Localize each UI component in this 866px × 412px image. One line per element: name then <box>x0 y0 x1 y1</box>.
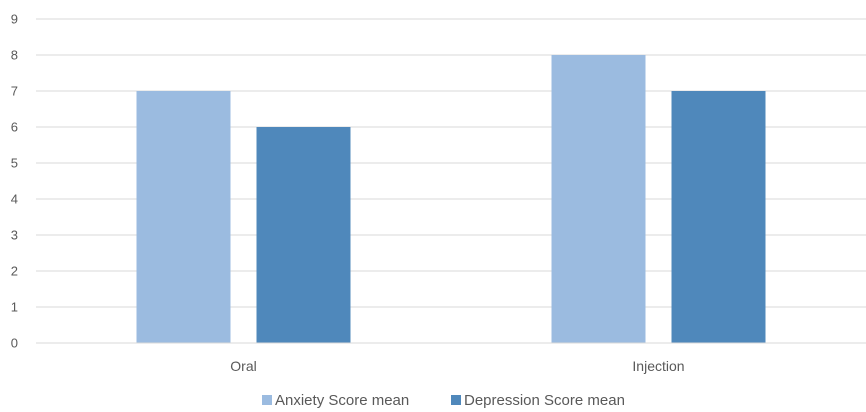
y-tick-label: 1 <box>11 300 18 315</box>
legend-label-2: Depression Score mean <box>464 392 625 409</box>
category-label-oral: Oral <box>230 358 256 374</box>
bar-oral-series-2 <box>256 127 351 343</box>
y-tick-label: 9 <box>11 12 18 27</box>
bar-oral-series-1 <box>136 91 231 343</box>
y-tick-label: 0 <box>11 336 18 351</box>
y-tick-label: 2 <box>11 264 18 279</box>
y-axis-ticks: 0 1 2 3 4 5 6 7 8 9 <box>11 12 18 351</box>
y-tick-label: 5 <box>11 156 18 171</box>
y-tick-label: 6 <box>11 120 18 135</box>
bars <box>136 55 766 343</box>
y-tick-label: 3 <box>11 228 18 243</box>
y-tick-label: 8 <box>11 48 18 63</box>
category-label-injection: Injection <box>632 358 684 374</box>
legend-swatch-2 <box>451 395 461 405</box>
y-tick-label: 7 <box>11 84 18 99</box>
legend-label-1: Anxiety Score mean <box>275 392 409 409</box>
bar-injection-series-2 <box>671 91 766 343</box>
legend-swatch-1 <box>262 395 272 405</box>
legend: Anxiety Score mean Depression Score mean <box>262 392 625 409</box>
y-tick-label: 4 <box>11 192 18 207</box>
bar-injection-series-1 <box>551 55 646 343</box>
category-labels: Oral Injection <box>230 358 684 374</box>
